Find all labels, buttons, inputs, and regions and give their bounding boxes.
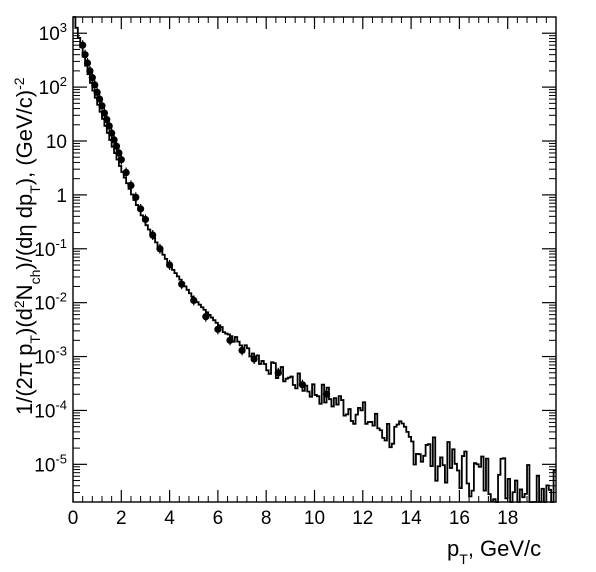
- y-axis-ticks: 10-5 10-4 10-3 10-2 10-1 1 10 102 103: [34, 16, 556, 503]
- x-tick-label: 4: [164, 508, 175, 529]
- x-tick-label: 18: [497, 508, 518, 529]
- y-tick-label: 103: [39, 20, 67, 45]
- y-axis-title: 1/(2π pT)(d2Nch)/(dη dpT), (GeV/c)-2: [11, 77, 43, 415]
- y-tick-label: 10-3: [34, 344, 67, 369]
- svg-text:pT, GeV/c: pT, GeV/c: [447, 536, 541, 567]
- y-tick-label: 10-2: [34, 290, 67, 315]
- x-tick-label: 0: [68, 508, 79, 529]
- x-tick-label: 12: [352, 508, 373, 529]
- plot-frame: [72, 16, 557, 503]
- x-tick-label: 16: [449, 508, 470, 529]
- y-tick-label: 10: [46, 132, 67, 153]
- y-tick-label: 10-1: [34, 236, 67, 261]
- x-tick-label: 10: [304, 508, 325, 529]
- svg-text:1/(2π pT)(d2Nch)/(dη dpT), (Ge: 1/(2π pT)(d2Nch)/(dη dpT), (GeV/c)-2: [11, 77, 43, 415]
- histogram-series-line: [73, 16, 556, 503]
- x-tick-label: 2: [116, 508, 127, 529]
- x-axis-ticks: 0 2 4 6 8 10 12 14 16 18: [68, 17, 547, 529]
- x-tick-label: 14: [401, 508, 423, 529]
- x-tick-label: 6: [213, 508, 224, 529]
- y-tick-label: 10-4: [34, 397, 67, 422]
- x-tick-label: 8: [261, 508, 272, 529]
- x-axis-title: pT, GeV/c: [447, 536, 541, 567]
- y-tick-label: 1: [56, 186, 67, 207]
- data-series: [73, 16, 556, 503]
- y-tick-label: 102: [39, 74, 67, 99]
- y-tick-label: 10-5: [34, 451, 67, 476]
